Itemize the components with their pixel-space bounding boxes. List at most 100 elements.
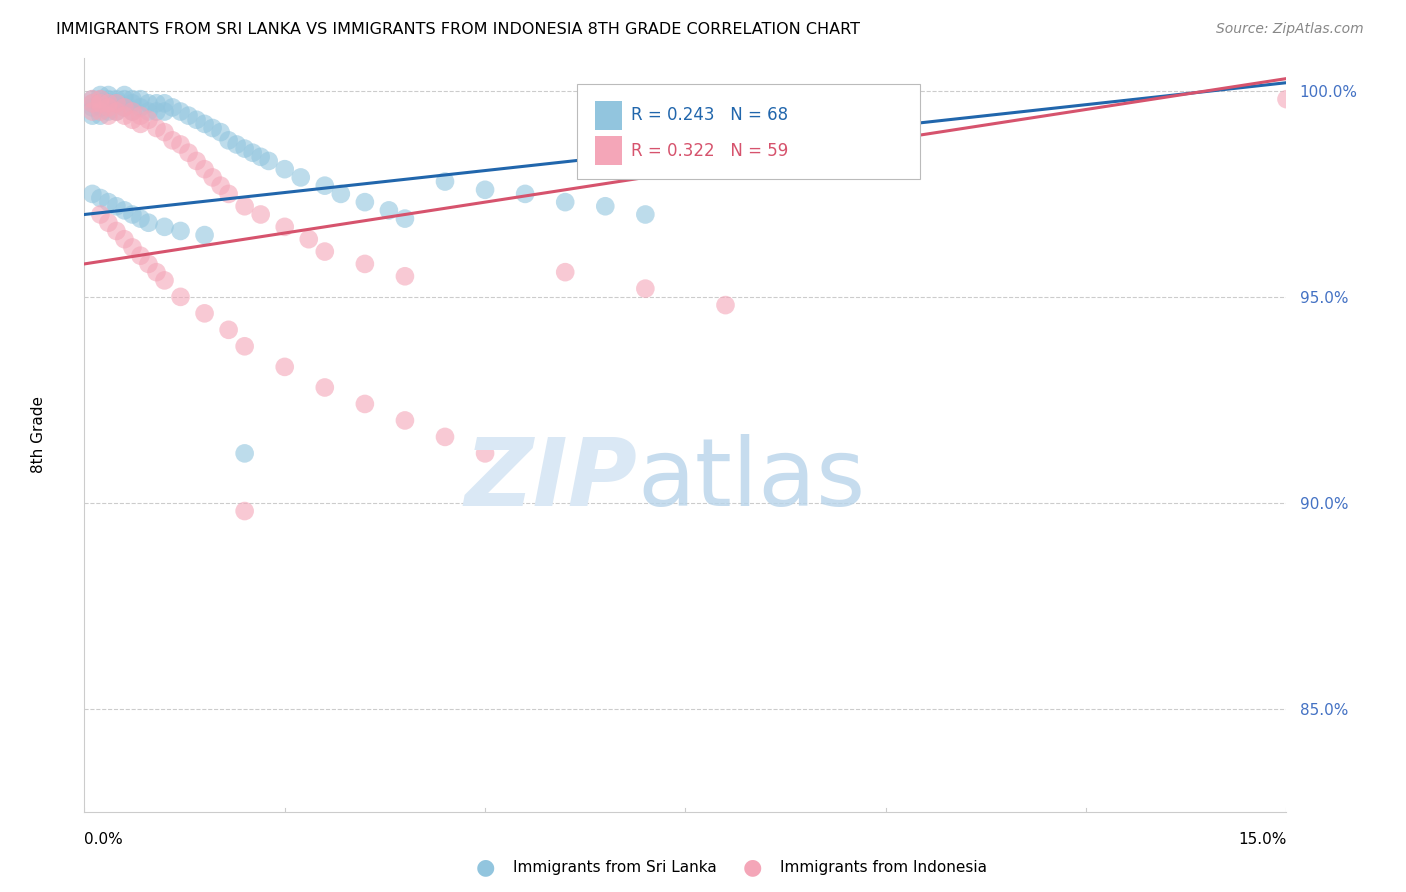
Point (121, 96, 143, 111)
Text: R = 0.243   N = 68: R = 0.243 N = 68 (631, 106, 789, 124)
Text: atlas: atlas (637, 434, 866, 526)
Point (145, 104, 167, 119)
Point (89, 96, 111, 111)
Text: Immigrants from Sri Lanka: Immigrants from Sri Lanka (513, 860, 717, 874)
Point (634, 207, 657, 221)
Point (714, 298, 737, 312)
Text: 8th Grade: 8th Grade (31, 396, 46, 474)
Point (105, 92, 128, 106)
Point (129, 109, 152, 123)
Point (1275, 92, 1298, 106)
Text: IMMIGRANTS FROM SRI LANKA VS IMMIGRANTS FROM INDONESIA 8TH GRADE CORRELATION CHA: IMMIGRANTS FROM SRI LANKA VS IMMIGRANTS … (56, 22, 860, 37)
Point (89, 92, 111, 106)
Point (114, 232, 135, 246)
Point (97, 195, 120, 210)
Point (129, 100, 152, 114)
Point (138, 112, 160, 127)
Point (233, 504, 256, 518)
Point (194, 306, 217, 320)
Point (82, 109, 104, 123)
Point (89, 96, 111, 111)
Text: Immigrants from Indonesia: Immigrants from Indonesia (780, 860, 987, 874)
Point (138, 96, 160, 111)
Point (121, 104, 143, 119)
Text: Source: ZipAtlas.com: Source: ZipAtlas.com (1216, 22, 1364, 37)
Bar (595, 136, 621, 165)
Point (121, 240, 143, 254)
Point (82, 92, 104, 106)
Point (314, 178, 336, 193)
Point (169, 224, 191, 238)
Point (201, 120, 224, 135)
Point (89, 100, 111, 114)
Point (274, 359, 297, 374)
Point (153, 273, 176, 287)
Point (105, 104, 128, 119)
Point (97, 216, 120, 230)
Point (105, 199, 128, 213)
Text: ●: ● (742, 857, 762, 877)
Text: ●: ● (475, 857, 495, 877)
Point (97, 100, 120, 114)
Point (474, 446, 496, 460)
Point (169, 137, 191, 152)
Point (595, 199, 617, 213)
Point (249, 207, 271, 221)
Point (153, 125, 176, 139)
Point (114, 100, 135, 114)
Point (97, 109, 120, 123)
Point (354, 257, 377, 271)
Point (233, 446, 256, 460)
Point (138, 216, 160, 230)
Point (209, 125, 232, 139)
Point (105, 104, 128, 119)
Point (82, 186, 104, 201)
Point (89, 92, 111, 106)
Point (97, 88, 120, 103)
Point (354, 397, 377, 411)
Point (194, 228, 217, 243)
Point (329, 186, 352, 201)
Point (105, 96, 128, 111)
Point (242, 145, 264, 160)
Point (97, 96, 120, 111)
Point (169, 290, 191, 304)
Point (82, 96, 104, 111)
Point (209, 178, 232, 193)
Point (162, 133, 184, 147)
Point (474, 183, 496, 197)
Point (186, 112, 208, 127)
Point (129, 117, 152, 131)
Text: ZIP: ZIP (464, 434, 637, 526)
Point (114, 88, 135, 103)
Point (354, 195, 377, 210)
Point (274, 162, 297, 177)
Point (89, 191, 111, 205)
Point (82, 104, 104, 119)
Point (554, 265, 576, 279)
Point (138, 257, 160, 271)
Point (201, 170, 224, 185)
Point (194, 162, 217, 177)
Point (314, 244, 336, 259)
Point (82, 96, 104, 111)
Point (177, 145, 200, 160)
Point (634, 282, 657, 296)
Point (114, 92, 135, 106)
Point (145, 96, 167, 111)
Point (218, 323, 240, 337)
Point (89, 88, 111, 103)
Text: R = 0.322   N = 59: R = 0.322 N = 59 (631, 142, 789, 160)
Point (114, 109, 135, 123)
Point (82, 100, 104, 114)
Bar (595, 101, 621, 129)
Point (153, 219, 176, 234)
Point (129, 92, 152, 106)
Point (186, 153, 208, 168)
Point (298, 232, 321, 246)
Point (233, 142, 256, 156)
Point (274, 219, 297, 234)
Point (97, 104, 120, 119)
Point (138, 104, 160, 119)
Point (194, 117, 217, 131)
